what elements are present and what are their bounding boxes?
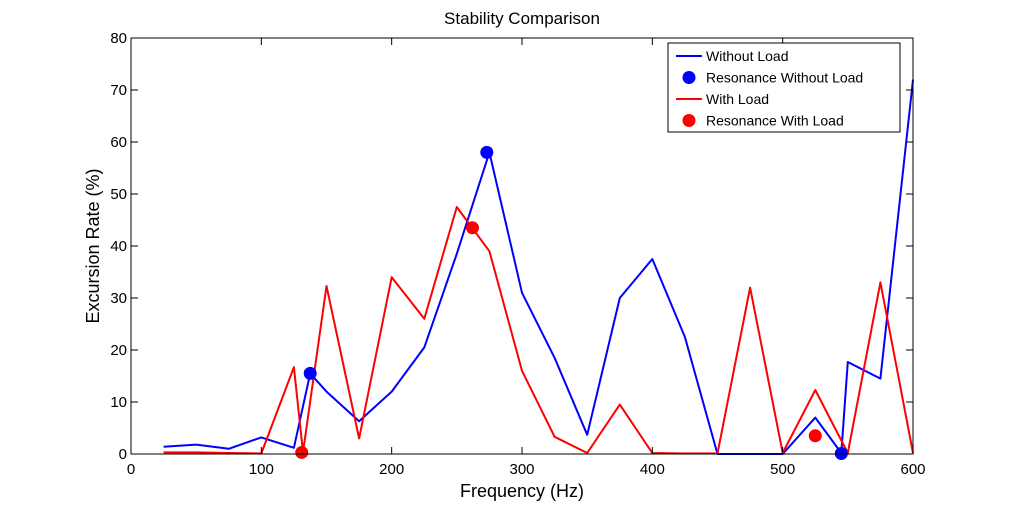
axes-layer: 0 100 200 300 400 500 600 0 10 20 30 40 50 60 70 80	[110, 30, 925, 478]
y-axis-title: Excursion Rate (%)	[83, 168, 103, 323]
marker-resonance-without-load	[480, 145, 494, 159]
legend-label-with-load: With Load	[706, 91, 769, 107]
marker-resonance-without-load	[303, 366, 317, 380]
y-tick-label: 10	[110, 394, 127, 411]
legend-label-resonance-with-load: Resonance With Load	[706, 113, 844, 129]
y-tick-label: 20	[110, 342, 127, 359]
legend: Without Load Resonance Without Load With L…	[667, 42, 901, 133]
y-tick-label: 0	[119, 446, 127, 463]
x-tick-label: 100	[249, 461, 274, 478]
y-tick-label: 50	[110, 186, 127, 203]
marker-resonance-with-load	[295, 445, 309, 459]
legend-swatch-resonance-without-load	[682, 71, 696, 84]
x-tick-label: 400	[640, 461, 665, 478]
series-line-without-load	[163, 79, 914, 455]
chart-title: Stability Comparison	[444, 9, 600, 28]
y-tick-label: 60	[110, 134, 127, 151]
marker-resonance-with-load	[465, 221, 479, 235]
legend-label-without-load: Without Load	[706, 48, 789, 64]
legend-swatch-resonance-with-load	[682, 114, 696, 127]
x-tick-label: 500	[770, 461, 795, 478]
x-tick-label: 0	[127, 461, 135, 478]
x-tick-label: 300	[509, 461, 534, 478]
x-axis-title: Frequency (Hz)	[460, 481, 584, 501]
legend-box	[667, 42, 901, 133]
x-tick-label: 600	[900, 461, 925, 478]
y-tick-label: 70	[110, 82, 127, 99]
y-tick-label: 80	[110, 30, 127, 47]
marker-resonance-with-load	[808, 429, 822, 443]
y-tick-label: 30	[110, 290, 127, 307]
marker-resonance-without-load	[834, 446, 848, 460]
legend-label-resonance-without-load: Resonance Without Load	[706, 70, 863, 86]
y-tick-label: 40	[110, 238, 127, 255]
x-tick-label: 200	[379, 461, 404, 478]
